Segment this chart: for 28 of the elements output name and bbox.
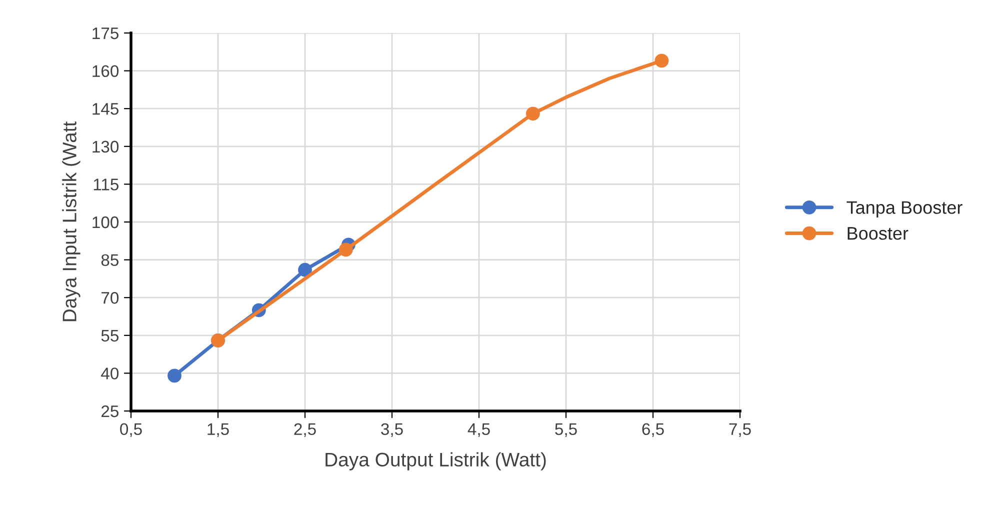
y-tick-label: 85 [101, 254, 118, 266]
y-axis-title: Daya Input Listrik (Watt [62, 121, 80, 322]
y-tick-label: 130 [92, 140, 119, 153]
y-tick-label: 115 [94, 178, 118, 190]
point [298, 262, 312, 277]
x-tick-label: 4,5 [468, 423, 490, 438]
y-tick-label: 145 [92, 103, 118, 115]
x-tick-label: 7,5 [729, 423, 751, 438]
y-tick-label: 55 [101, 330, 118, 342]
x-tick-label: 3,5 [381, 423, 403, 438]
y-tick-label: 160 [92, 65, 119, 78]
y-tick-label: 70 [102, 292, 119, 304]
point [338, 242, 353, 257]
legend-label: Tanpa Booster [846, 201, 962, 218]
point [168, 368, 182, 383]
y-tick-label: 175 [92, 28, 118, 40]
x-axis-title: Daya Output Listrik (Watt) [326, 452, 546, 470]
legend-label: Booster [848, 227, 908, 240]
x-tick-label: 5,5 [555, 423, 577, 438]
y-tick-label: 25 [101, 405, 118, 418]
x-tick-label: 1,5 [208, 423, 229, 438]
point [526, 106, 540, 121]
y-tick-label: 100 [92, 216, 119, 228]
y-tick-label: 40 [101, 368, 119, 380]
x-tick-label: 6,5 [642, 423, 664, 438]
x-tick-label: 0,5 [120, 423, 142, 438]
x-tick-label: 2,5 [294, 423, 316, 438]
point [654, 54, 669, 68]
